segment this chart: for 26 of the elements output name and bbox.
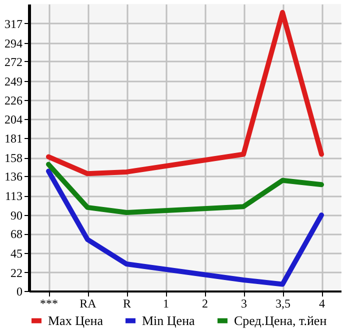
x-tick-label: 3,5 [276, 296, 290, 310]
x-tick-label: RA [80, 296, 97, 310]
x-tick-label: 2 [202, 296, 208, 310]
x-tick-label: 4 [319, 296, 325, 310]
y-tick-label: 0 [16, 284, 22, 298]
y-tick-label: 68 [10, 227, 22, 242]
y-tick-label: 158 [4, 151, 22, 166]
y-tick-label: 90 [10, 208, 22, 223]
x-tick-label: 3 [241, 296, 247, 310]
y-tick-label: 204 [4, 112, 22, 126]
y-tick-label: 136 [4, 170, 22, 184]
y-tick-label: 294 [4, 36, 22, 50]
legend-label: Min Цена [142, 312, 196, 328]
y-tick-label: 45 [10, 246, 22, 261]
legend-label: Max Цена [48, 312, 104, 328]
y-tick-label: 113 [4, 189, 22, 204]
legend-label: Сред.Цена, т.йен [234, 312, 327, 328]
x-tick-label: R [122, 296, 132, 310]
y-tick-label: 317 [4, 16, 22, 31]
y-tick-label: 272 [4, 54, 22, 69]
y-tick-label: 22 [10, 266, 22, 280]
y-tick-label: 249 [4, 74, 22, 88]
y-tick-label: 181 [4, 132, 22, 146]
x-tick-label: 1 [163, 296, 169, 310]
y-tick-label: 226 [4, 94, 22, 108]
x-tick-label: *** [40, 296, 58, 310]
